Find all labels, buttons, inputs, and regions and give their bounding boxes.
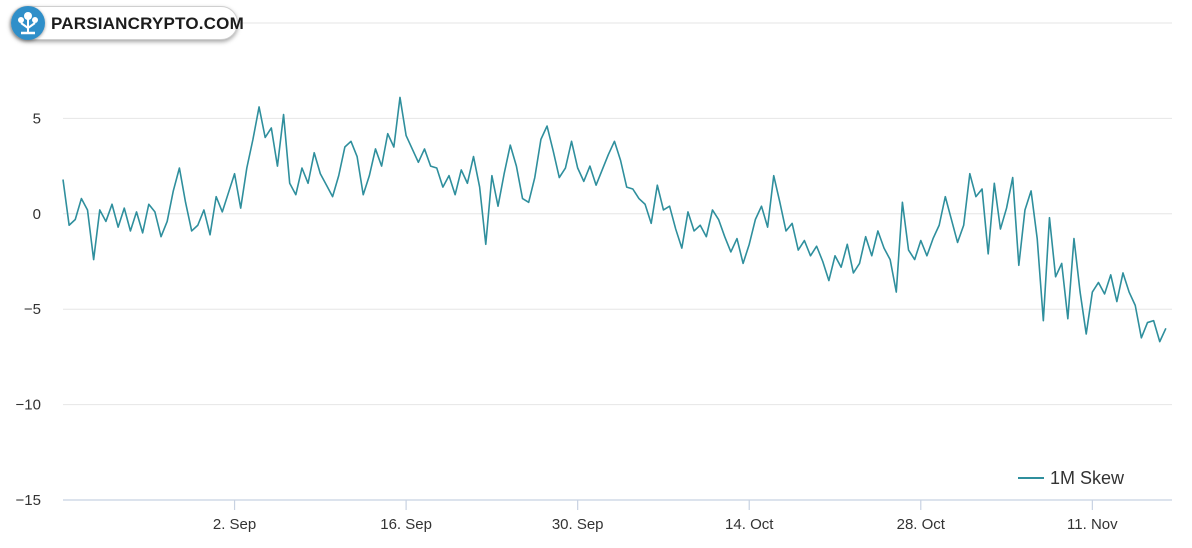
- brand-name: PARSIANCRYPTO.COM: [51, 14, 244, 33]
- y-tick-label: −10: [16, 397, 41, 414]
- tree-icon: [11, 6, 45, 40]
- x-tick-label: 28. Oct: [897, 516, 946, 533]
- series-line-1m-skew: [62, 96, 1167, 343]
- x-tick-label: 16. Sep: [380, 516, 432, 533]
- brand-logo: PARSIANCRYPTO.COM: [10, 6, 244, 40]
- legend[interactable]: 1M Skew: [1018, 468, 1125, 488]
- x-tick-label: 2. Sep: [213, 516, 256, 533]
- y-tick-label: 0: [33, 206, 41, 223]
- x-tick-label: 14. Oct: [725, 516, 774, 533]
- x-tick-label: 30. Sep: [552, 516, 604, 533]
- y-tick-label: −5: [24, 301, 41, 318]
- x-axis-ticks: 2. Sep 16. Sep 30. Sep 14. Oct 28. Oct 11. No…: [213, 500, 1118, 533]
- y-tick-label: −15: [16, 492, 41, 509]
- y-axis-ticks: 5 0 −5 −10 −15: [16, 110, 41, 509]
- legend-label: 1M Skew: [1050, 468, 1125, 488]
- gridlines: [63, 22, 1172, 406]
- x-tick-label: 11. Nov: [1067, 516, 1118, 533]
- y-tick-label: 5: [33, 110, 41, 127]
